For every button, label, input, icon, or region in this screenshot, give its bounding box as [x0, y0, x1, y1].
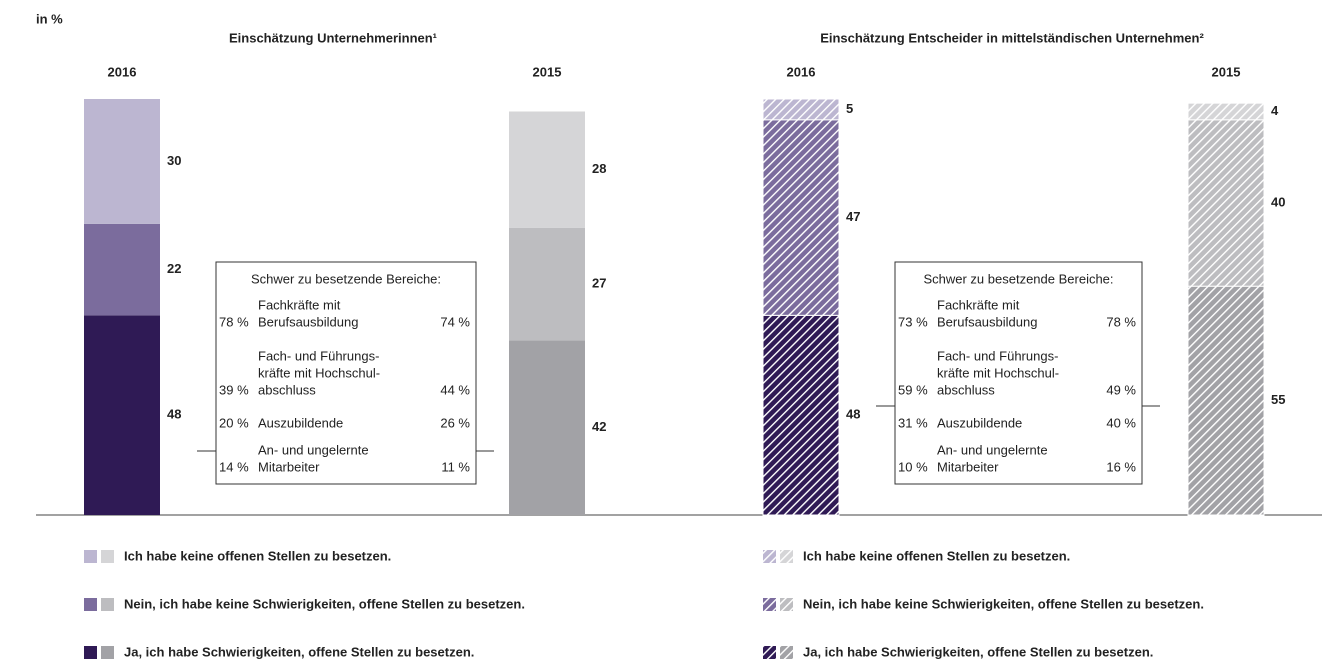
legend-swatch: [101, 550, 114, 563]
value-label: 48: [846, 407, 860, 422]
year-label: 2016: [108, 64, 137, 79]
box-right-pct: 78 %: [1106, 314, 1136, 329]
year-label: 2016: [787, 64, 816, 79]
legend-label: Ich habe keine offenen Stellen zu besetz…: [124, 548, 391, 563]
bar-segment: [762, 119, 840, 316]
bar-segment: [84, 99, 160, 224]
chart-title: Einschätzung Unternehmerinnen¹: [229, 30, 437, 45]
box-right-pct: 40 %: [1106, 415, 1136, 430]
box-left-pct: 14 %: [219, 459, 249, 474]
bar-segment: [762, 314, 840, 516]
box-row-label: Berufsausbildung: [937, 314, 1037, 329]
bar-segment: [762, 98, 840, 121]
box: [894, 261, 1143, 485]
legend-swatch: [780, 646, 793, 659]
legend-label: Ja, ich habe Schwierigkeiten, offene Ste…: [124, 644, 474, 659]
box-row-label: Fachkräfte mit: [258, 297, 341, 312]
legend-swatch: [763, 646, 776, 659]
legend-label: Nein, ich habe keine Schwierigkeiten, of…: [124, 596, 525, 611]
legend-swatch: [763, 550, 776, 563]
box-row-label: An- und ungelernte: [937, 442, 1048, 457]
box-left-pct: 31 %: [898, 415, 928, 430]
box-left-pct: 73 %: [898, 314, 928, 329]
box-row-label: Auszubildende: [258, 415, 343, 430]
box-row-label: abschluss: [258, 382, 316, 397]
bar-segment: [509, 227, 585, 341]
legend-swatch: [101, 646, 114, 659]
box-row-label: An- und ungelernte: [258, 442, 369, 457]
box-right-pct: 11 %: [441, 459, 470, 474]
box-row-label: Auszubildende: [937, 415, 1022, 430]
box-left-pct: 39 %: [219, 382, 249, 397]
bar-segment: [509, 111, 585, 228]
bar-segment: [1187, 285, 1265, 516]
value-label: 42: [592, 419, 606, 434]
value-label: 28: [592, 161, 606, 176]
value-label: 27: [592, 276, 606, 291]
legend-swatch: [84, 598, 97, 611]
box-row-label: Mitarbeiter: [258, 459, 320, 474]
box-left-pct: 78 %: [219, 314, 249, 329]
year-label: 2015: [1212, 64, 1241, 79]
value-label: 30: [167, 153, 181, 168]
value-label: 47: [846, 209, 860, 224]
legend-label: Ja, ich habe Schwierigkeiten, offene Ste…: [803, 644, 1153, 659]
box-row-label: Fach- und Führungs-: [258, 348, 379, 363]
value-label: 22: [167, 261, 181, 276]
box-left-pct: 20 %: [219, 415, 249, 430]
box-row-label: Berufsausbildung: [258, 314, 358, 329]
box-row-label: kräfte mit Hochschul-: [937, 365, 1059, 380]
legend-swatch: [101, 598, 114, 611]
legend-label: Nein, ich habe keine Schwierigkeiten, of…: [803, 596, 1204, 611]
box-right-pct: 16 %: [1106, 459, 1136, 474]
value-label: 5: [846, 101, 853, 116]
bar-segment: [1187, 102, 1265, 121]
chart-title: Einschätzung Entscheider in mittelständi…: [820, 30, 1204, 45]
unit-label: in %: [36, 11, 63, 26]
box-right-pct: 26 %: [440, 415, 470, 430]
box-row-label: Fach- und Führungs-: [937, 348, 1058, 363]
box-right-pct: 74 %: [440, 314, 470, 329]
value-label: 4: [1271, 103, 1279, 118]
bar-segment: [84, 223, 160, 316]
box-right-pct: 49 %: [1106, 382, 1136, 397]
box-title: Schwer zu besetzende Bereiche:: [923, 271, 1113, 286]
box-row-label: kräfte mit Hochschul-: [258, 365, 380, 380]
box-row-label: Fachkräfte mit: [937, 297, 1020, 312]
legend-swatch: [763, 598, 776, 611]
box-left-pct: 59 %: [898, 382, 928, 397]
legend-label: Ich habe keine offenen Stellen zu besetz…: [803, 548, 1070, 563]
legend-swatch: [84, 646, 97, 659]
box: [215, 261, 477, 485]
legend-swatch: [780, 598, 793, 611]
legend-swatch: [84, 550, 97, 563]
box-right-pct: 44 %: [440, 382, 470, 397]
box-title: Schwer zu besetzende Bereiche:: [251, 271, 441, 286]
box-row-label: abschluss: [937, 382, 995, 397]
bar-segment: [1187, 119, 1265, 287]
value-label: 55: [1271, 392, 1285, 407]
year-label: 2015: [533, 64, 562, 79]
legend-swatch: [780, 550, 793, 563]
value-label: 48: [167, 407, 181, 422]
box-left-pct: 10 %: [898, 459, 928, 474]
value-label: 40: [1271, 194, 1285, 209]
bar-segment: [509, 340, 585, 515]
bar-segment: [84, 315, 160, 515]
box-row-label: Mitarbeiter: [937, 459, 999, 474]
